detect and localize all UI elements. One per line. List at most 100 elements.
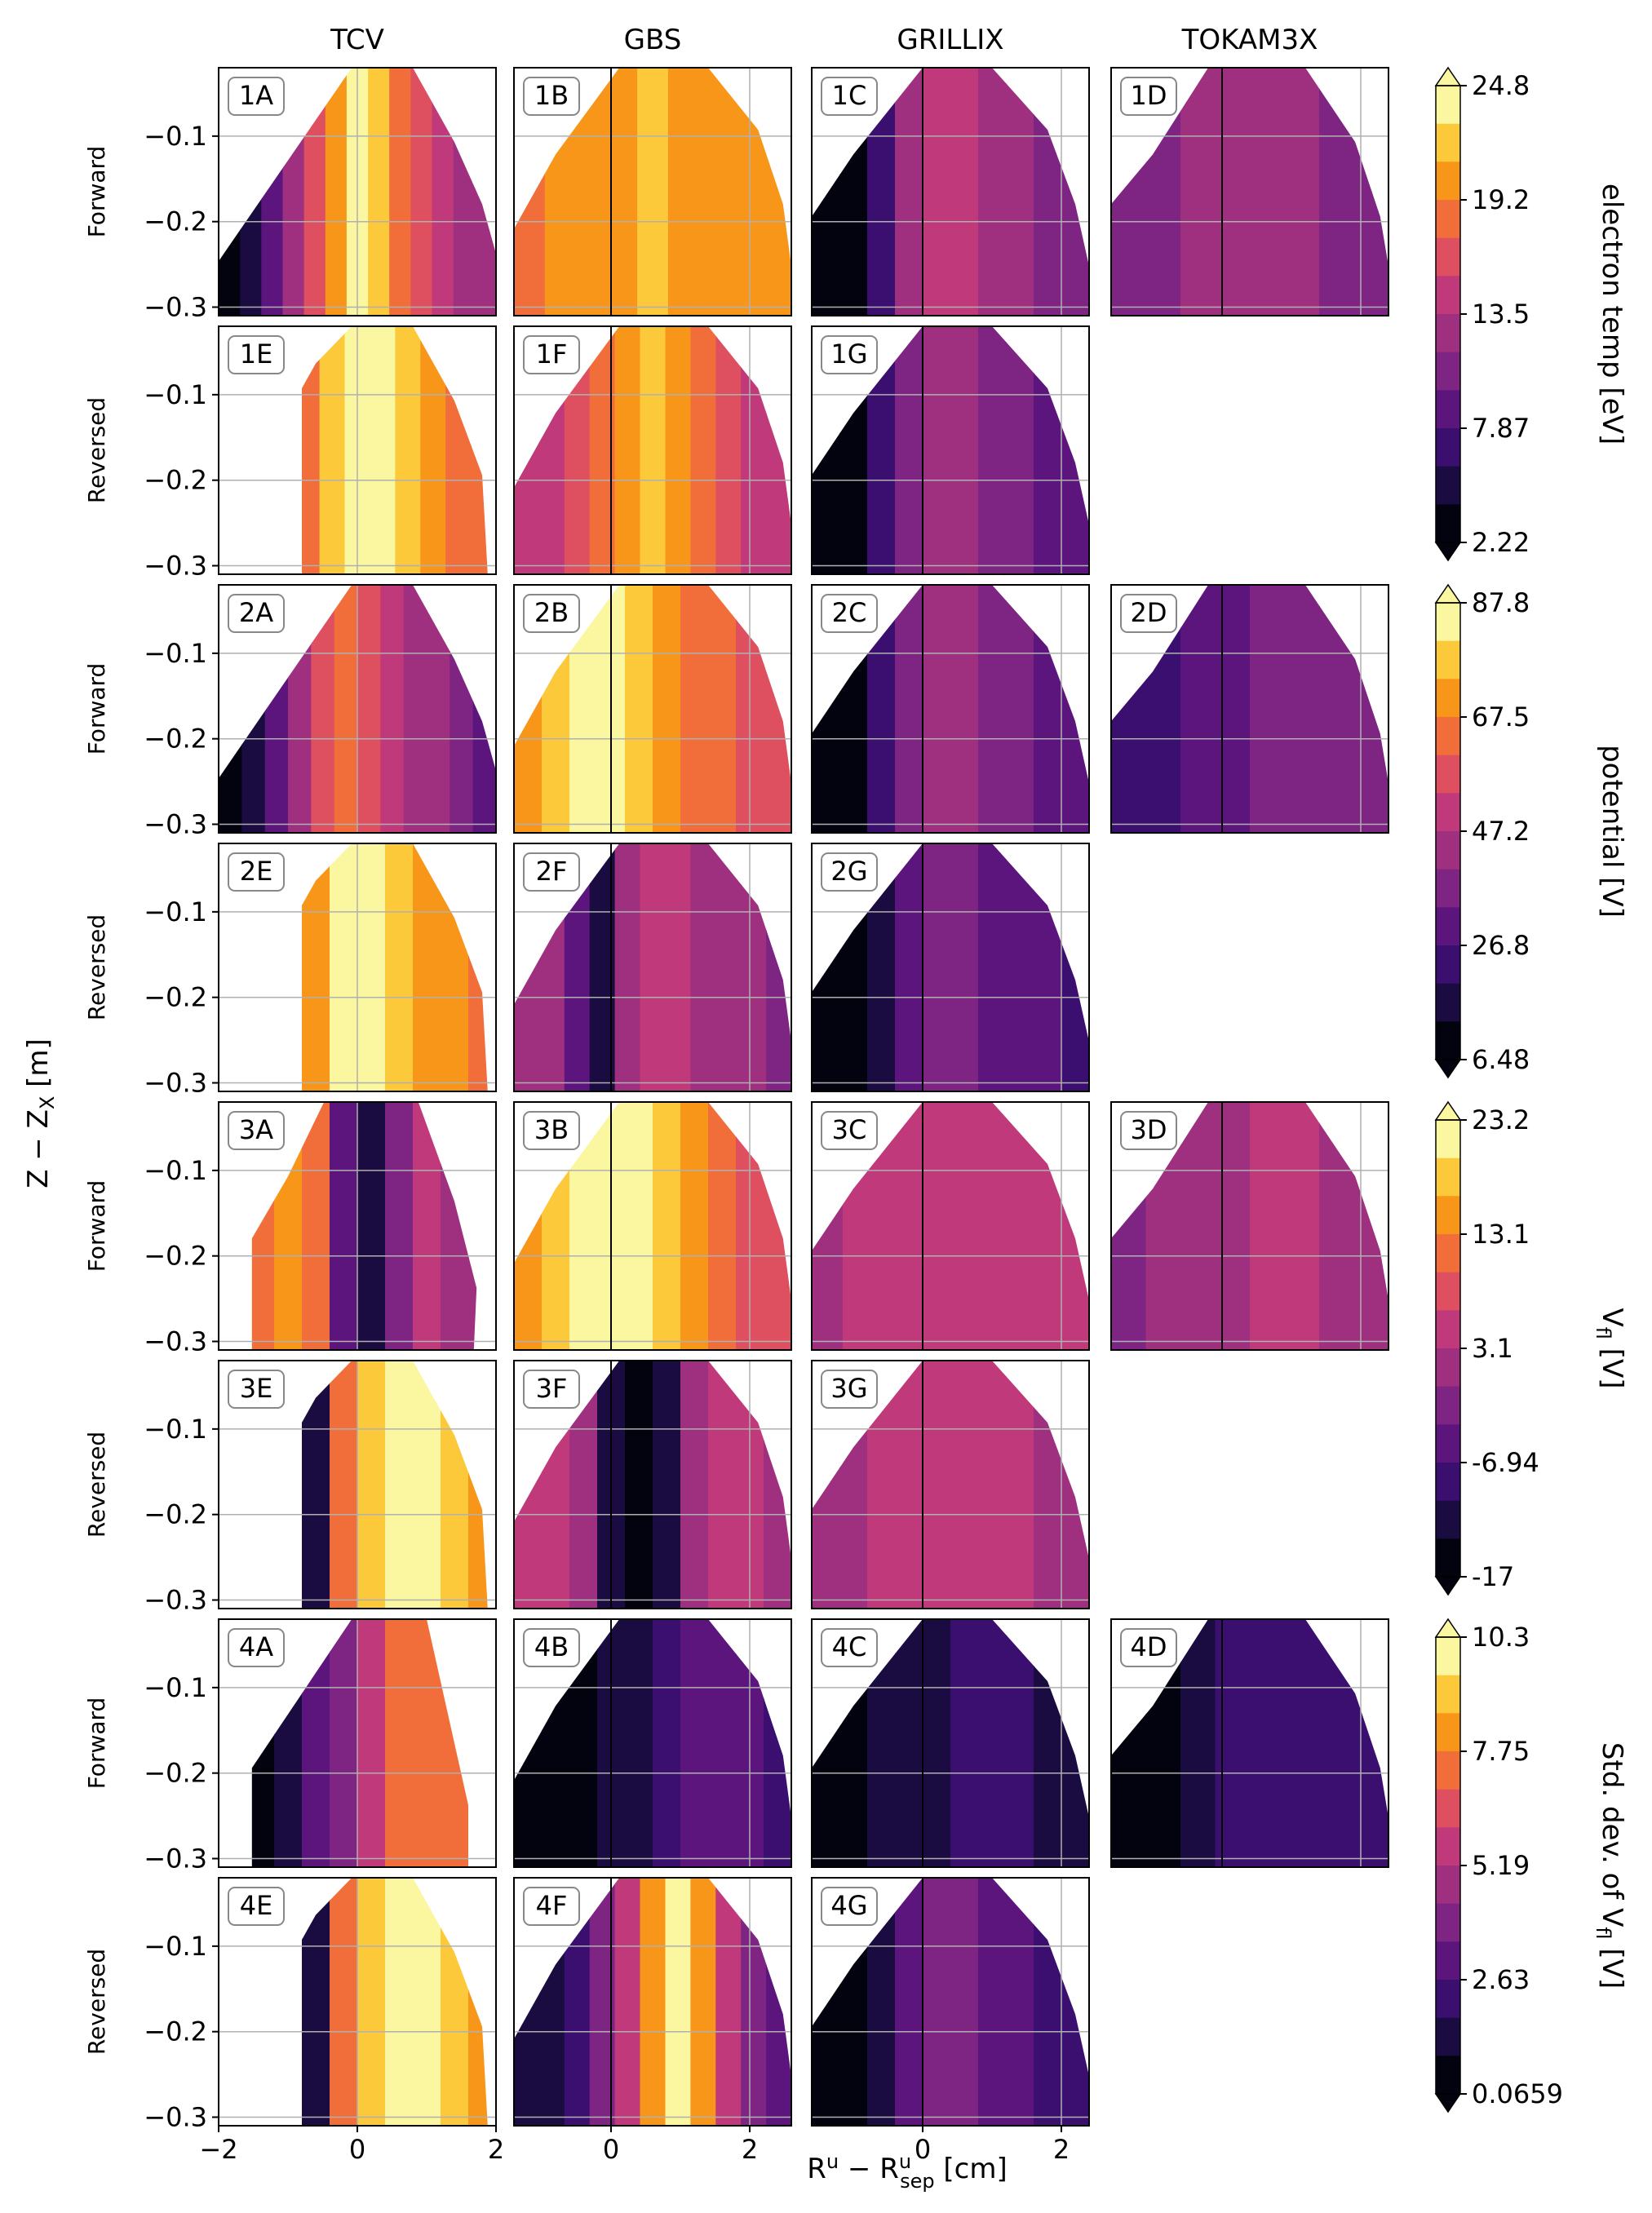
- contour-field-1G: [812, 326, 1089, 574]
- y-tick-label: −0.1: [144, 1414, 207, 1445]
- contour-band: [1006, 1878, 1034, 2126]
- panel-1C: 1C: [811, 67, 1090, 316]
- panel-label: 3D: [1131, 1114, 1167, 1145]
- panel-3A: 3A −0.1 −0.2 −0.3 Forward: [83, 1101, 497, 1357]
- colorbar-extend-min: [1434, 1059, 1462, 1079]
- panel-3C: 3C: [811, 1101, 1090, 1351]
- contour-band: [665, 1878, 692, 2126]
- panel-label: 4A: [239, 1631, 273, 1662]
- contour-band: [427, 585, 451, 833]
- contour-band: [453, 68, 476, 316]
- colorbar-band: [1436, 2056, 1460, 2095]
- contour-band: [330, 1619, 358, 1867]
- panel-label: 4B: [534, 1631, 569, 1662]
- contour-band: [380, 585, 405, 833]
- contour-band: [923, 68, 951, 316]
- panel-3D: 3D: [1110, 1101, 1389, 1351]
- contour-band: [1034, 1878, 1062, 2126]
- column-title-tcv: TCV: [330, 24, 384, 56]
- contour-band: [680, 1619, 709, 1867]
- colorbar-band: [1436, 428, 1460, 467]
- colorbar-band: [1436, 1903, 1460, 1942]
- panel-4B: 4B: [513, 1618, 792, 1868]
- contour-band: [978, 1878, 1007, 2126]
- panel-frame: [1110, 1618, 1389, 1868]
- y-tick-label: −0.2: [144, 2016, 207, 2047]
- colorbar-tick-label: 2.63: [1472, 1964, 1530, 1995]
- colorbar-band: [1436, 717, 1460, 756]
- contour-band: [413, 843, 441, 1091]
- panel-frame: [811, 67, 1090, 316]
- contour-band: [1180, 1619, 1216, 1867]
- panel-label: 3A: [239, 1114, 273, 1145]
- panel-label-box: [228, 594, 285, 633]
- panel-label: 2F: [536, 856, 568, 887]
- y-tick-label: −0.3: [144, 1843, 207, 1874]
- colorbar-label: electron temp [eV]: [1596, 184, 1628, 445]
- panel-frame: [513, 584, 792, 834]
- colorbar-band: [1436, 2017, 1460, 2056]
- colorbar-extend-max: [1434, 583, 1462, 604]
- contour-band: [1353, 68, 1388, 316]
- colorbar-band: [1436, 1157, 1460, 1197]
- panel-label: 3C: [832, 1114, 867, 1145]
- panel-3E: 3E −0.1 −0.2 −0.3 Reversed: [83, 1360, 497, 1616]
- contour-band: [895, 1619, 923, 1867]
- colorbar-band: [1436, 200, 1460, 239]
- contour-band: [302, 326, 321, 574]
- colorbar-tick-label: 10.3: [1472, 1622, 1530, 1653]
- y-tick-label: −0.3: [144, 1585, 207, 1616]
- contour-band: [357, 1619, 386, 1867]
- contour-band: [715, 326, 742, 574]
- panel-label-box: [821, 1628, 878, 1667]
- contour-band: [614, 843, 641, 1091]
- contour-band: [614, 326, 641, 574]
- panel-label-box: [523, 77, 580, 116]
- contour-band: [432, 68, 454, 316]
- colorbar-tick-label: -6.94: [1472, 1447, 1539, 1478]
- contour-band: [923, 1619, 951, 1867]
- panel-4C: 4C: [811, 1618, 1090, 1868]
- panel-1G: 1G: [811, 325, 1090, 575]
- contour-band: [1215, 1619, 1251, 1867]
- panel-frame: [811, 1618, 1090, 1868]
- contour-band: [1250, 68, 1286, 316]
- contour-band: [708, 1361, 737, 1609]
- contour-band: [1006, 585, 1034, 833]
- panel-2E: 2E −0.1 −0.2 −0.3 Reversed: [83, 843, 497, 1099]
- contour-band: [708, 1619, 737, 1867]
- panel-label: 1D: [1131, 80, 1167, 111]
- panel-label-box: [228, 1628, 285, 1667]
- contour-band: [1284, 1102, 1320, 1350]
- x-axis-label: Ru − Ru sep [cm]: [807, 2150, 1007, 2193]
- panel-label-box: [821, 594, 878, 633]
- contour-band: [445, 326, 472, 574]
- colorbar-4: 10.3 7.75 5.19 2.63 0.0659 Std. dev. of Vfl […: [1434, 1618, 1628, 2113]
- contour-band: [330, 843, 358, 1091]
- row-label: Forward: [83, 663, 110, 755]
- colorbar-tick-label: 3.1: [1472, 1333, 1513, 1364]
- panel-frame: [513, 1618, 792, 1868]
- contour-band: [1061, 326, 1089, 574]
- colorbar-tick-label: 26.8: [1472, 930, 1530, 961]
- panel-label-box: [228, 1111, 285, 1150]
- contour-band: [895, 68, 923, 316]
- contour-band: [319, 326, 346, 574]
- y-tick-label: −0.1: [144, 121, 207, 152]
- colorbar-tick-label: 7.87: [1472, 413, 1530, 444]
- contour-band: [1006, 843, 1034, 1091]
- contour-band: [403, 585, 427, 833]
- contour-band: [441, 1619, 468, 1867]
- colorbar-tick-label: 67.5: [1472, 702, 1530, 733]
- contour-field-3E: [302, 1361, 488, 1609]
- panel-label-box: [523, 1628, 580, 1667]
- panel-frame: [218, 325, 497, 575]
- contour-band: [413, 1361, 441, 1609]
- contour-band: [1006, 1361, 1034, 1609]
- row-label: Reversed: [83, 914, 110, 1020]
- panel-1B: 1B: [513, 67, 792, 316]
- panel-frame: [811, 1360, 1090, 1609]
- panel-frame: [218, 1618, 497, 1868]
- column-title-gbs: GBS: [624, 24, 682, 56]
- colorbar-tick-label: 23.2: [1472, 1104, 1530, 1135]
